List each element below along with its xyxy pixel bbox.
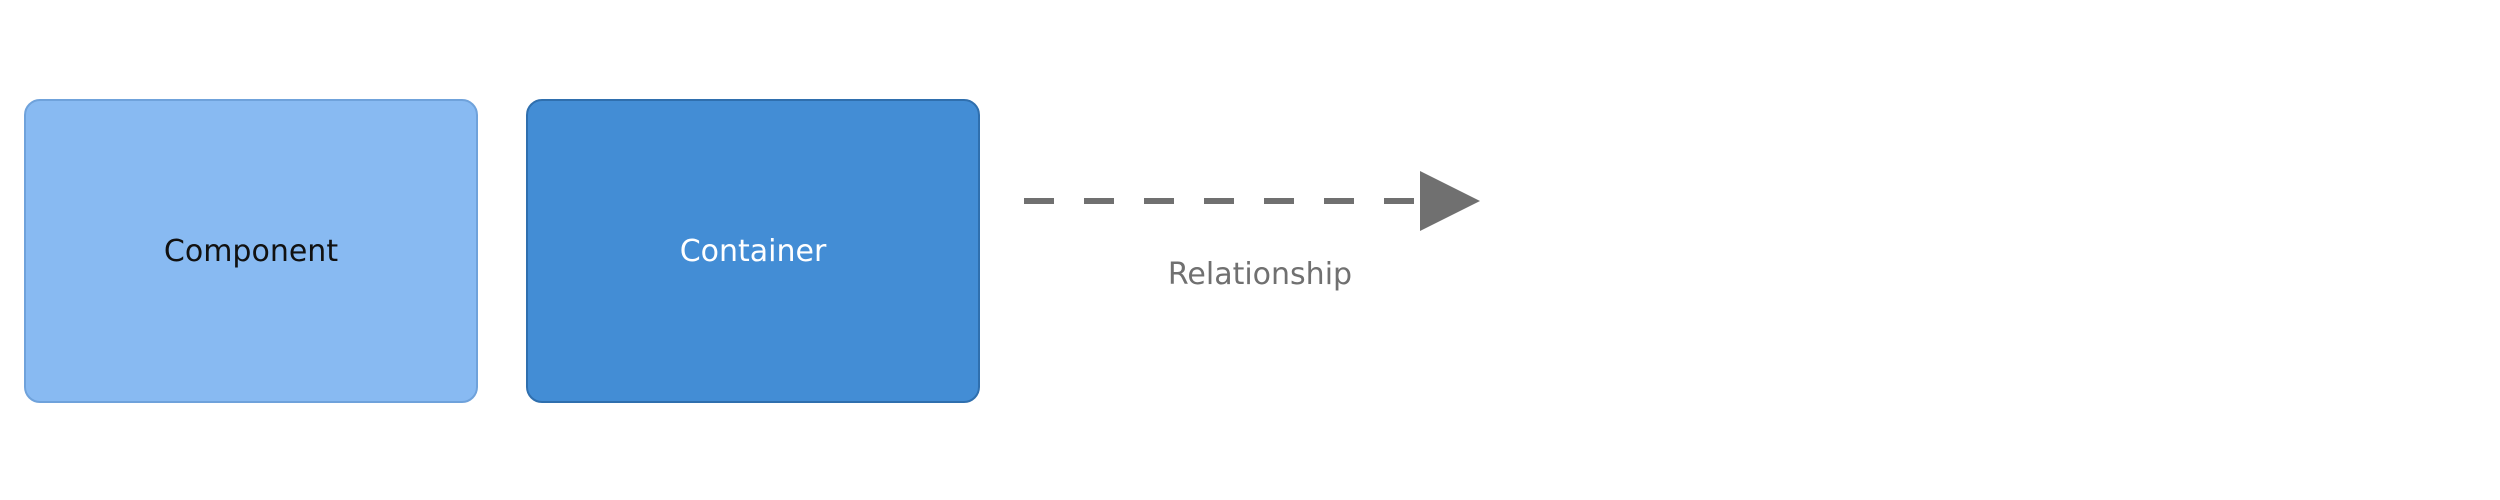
container-legend-box: Container	[526, 99, 980, 403]
component-label: Component	[163, 233, 339, 269]
component-legend-box: Component	[24, 99, 478, 403]
relationship-arrow-icon	[1024, 171, 1480, 231]
container-label: Container	[679, 233, 827, 269]
relationship-arrowhead-icon	[1420, 171, 1480, 231]
relationship-label: Relationship	[1167, 257, 1353, 292]
